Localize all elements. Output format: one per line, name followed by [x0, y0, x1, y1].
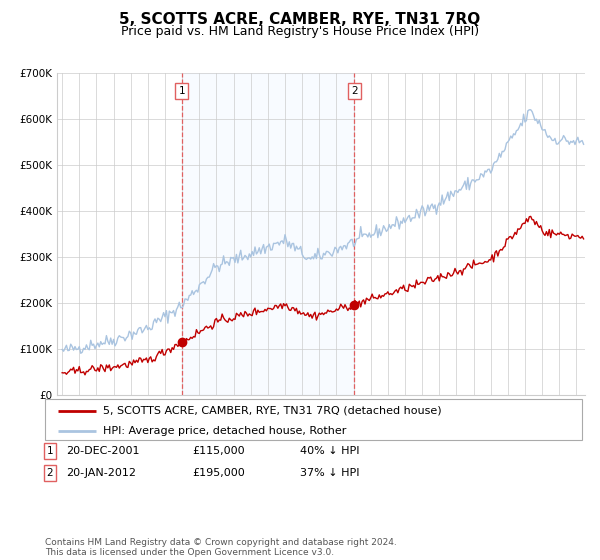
Text: Price paid vs. HM Land Registry's House Price Index (HPI): Price paid vs. HM Land Registry's House … — [121, 25, 479, 38]
Text: Contains HM Land Registry data © Crown copyright and database right 2024.
This d: Contains HM Land Registry data © Crown c… — [45, 538, 397, 557]
Text: 1: 1 — [46, 446, 53, 456]
Text: HPI: Average price, detached house, Rother: HPI: Average price, detached house, Roth… — [103, 426, 346, 436]
Text: 2: 2 — [46, 468, 53, 478]
Text: 1: 1 — [178, 86, 185, 96]
Bar — [182, 73, 355, 395]
Text: 40% ↓ HPI: 40% ↓ HPI — [300, 446, 359, 456]
Text: £195,000: £195,000 — [192, 468, 245, 478]
Text: 5, SCOTTS ACRE, CAMBER, RYE, TN31 7RQ (detached house): 5, SCOTTS ACRE, CAMBER, RYE, TN31 7RQ (d… — [103, 405, 442, 416]
Text: 2: 2 — [351, 86, 358, 96]
Text: 5, SCOTTS ACRE, CAMBER, RYE, TN31 7RQ: 5, SCOTTS ACRE, CAMBER, RYE, TN31 7RQ — [119, 12, 481, 27]
Text: £115,000: £115,000 — [192, 446, 245, 456]
Text: 37% ↓ HPI: 37% ↓ HPI — [300, 468, 359, 478]
Text: 20-JAN-2012: 20-JAN-2012 — [66, 468, 136, 478]
FancyBboxPatch shape — [45, 399, 582, 440]
Text: 20-DEC-2001: 20-DEC-2001 — [66, 446, 139, 456]
